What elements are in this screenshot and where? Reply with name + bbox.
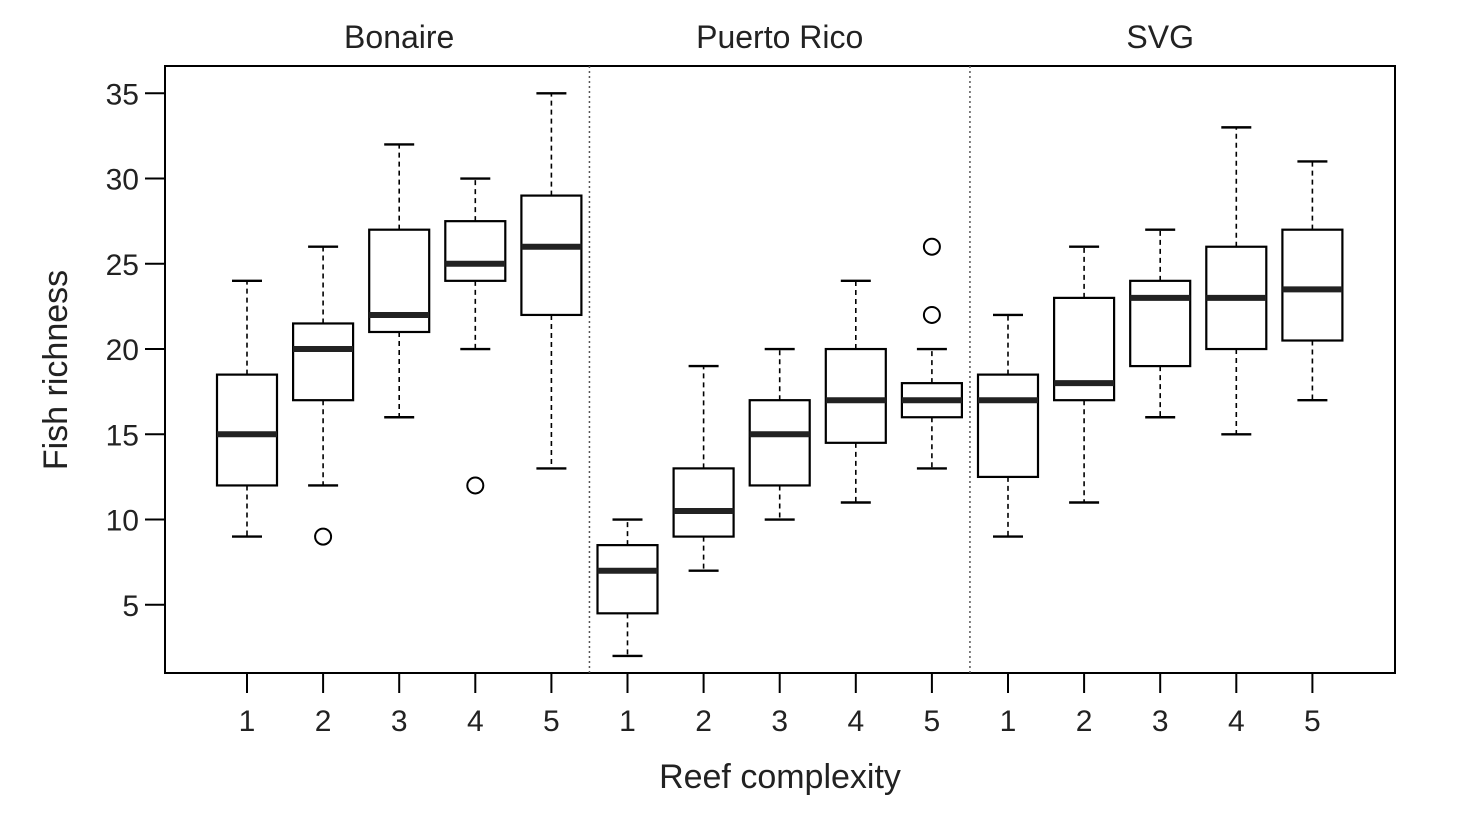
box-2 xyxy=(292,245,355,546)
box-3 xyxy=(748,347,811,521)
y-tick-label: 15 xyxy=(106,419,139,452)
box-1 xyxy=(215,279,279,538)
outlier-point xyxy=(314,527,333,546)
box-iqr xyxy=(292,322,355,402)
panel-layer: Bonaire Puerto Rico SVG xyxy=(215,19,1344,673)
box-4 xyxy=(1205,126,1268,436)
y-axis: 5 10 15 20 25 30 35 xyxy=(106,78,165,623)
x-tick-label: 4 xyxy=(467,705,484,738)
y-tick-label: 10 xyxy=(106,505,139,538)
outlier-point xyxy=(922,305,941,324)
box-iqr xyxy=(1129,279,1192,368)
x-axis-label: Reef complexity xyxy=(659,758,901,796)
box-2 xyxy=(672,364,735,572)
x-tick-label: 2 xyxy=(1076,705,1093,738)
x-tick-label: 3 xyxy=(1152,705,1169,738)
box-4 xyxy=(824,279,887,504)
x-tick-label: 2 xyxy=(695,705,712,738)
box-5 xyxy=(1281,160,1344,402)
x-tick-label: 3 xyxy=(771,705,788,738)
x-tick-label: 2 xyxy=(315,705,332,738)
y-tick-label: 20 xyxy=(106,334,139,367)
box-1 xyxy=(976,313,1040,538)
box-5 xyxy=(900,237,964,470)
x-tick-label: 5 xyxy=(1304,705,1321,738)
box-iqr xyxy=(672,467,735,538)
x-tick-label: 5 xyxy=(543,705,560,738)
box-iqr xyxy=(824,347,887,444)
y-tick-label: 35 xyxy=(106,78,139,111)
box-iqr xyxy=(748,399,811,487)
x-axis: 1 2 3 4 5 1 2 3 4 5 1 2 3 4 5 xyxy=(239,673,1321,738)
box-3 xyxy=(1129,228,1192,419)
box-iqr xyxy=(976,373,1040,479)
panel-2: SVG xyxy=(969,19,1344,673)
box-5 xyxy=(520,92,583,470)
panel-title: SVG xyxy=(1126,19,1194,55)
panel-1: Puerto Rico xyxy=(588,19,964,673)
box-iqr xyxy=(1281,228,1344,342)
x-tick-label: 1 xyxy=(619,705,636,738)
x-tick-label: 4 xyxy=(1228,705,1245,738)
x-tick-label: 1 xyxy=(239,705,256,738)
panel-title: Puerto Rico xyxy=(696,19,863,55)
box-iqr xyxy=(596,544,659,615)
y-tick-label: 25 xyxy=(106,249,139,282)
box-iqr xyxy=(520,194,583,317)
y-tick-label: 5 xyxy=(122,590,139,623)
x-tick-label: 3 xyxy=(391,705,408,738)
panel-title: Bonaire xyxy=(344,19,454,55)
y-axis-label: Fish richness xyxy=(37,270,75,470)
box-2 xyxy=(1052,245,1116,504)
outlier-point xyxy=(466,476,485,495)
box-iqr xyxy=(215,373,279,487)
box-1 xyxy=(596,518,659,658)
x-tick-label: 5 xyxy=(924,705,941,738)
box-iqr xyxy=(444,220,507,282)
panel-0: Bonaire xyxy=(215,19,583,546)
outlier-point xyxy=(922,237,941,256)
x-tick-label: 1 xyxy=(1000,705,1017,738)
y-tick-label: 30 xyxy=(106,164,139,197)
x-tick-label: 4 xyxy=(847,705,864,738)
box-4 xyxy=(444,177,507,495)
box-3 xyxy=(368,143,431,419)
